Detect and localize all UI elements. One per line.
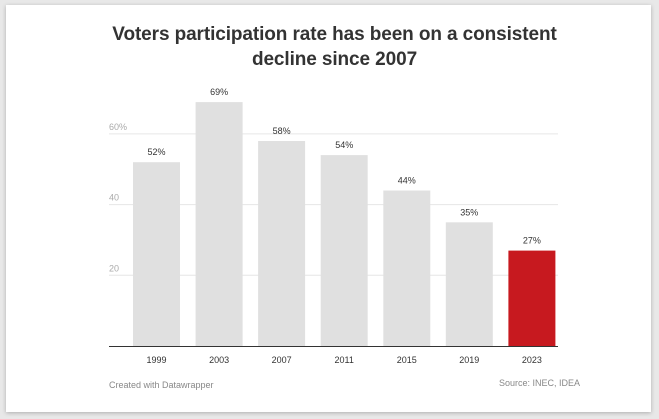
bar-2015 — [383, 190, 431, 346]
value-label-2003: 69% — [210, 87, 228, 97]
x-tick-label-2019: 2019 — [459, 355, 479, 365]
bar-2011 — [320, 155, 368, 346]
bar-2023 — [508, 250, 556, 346]
x-tick-label-2003: 2003 — [209, 355, 229, 365]
x-tick-label-1999: 1999 — [146, 355, 166, 365]
bar-2019 — [445, 222, 493, 346]
x-tick-label-2015: 2015 — [397, 355, 417, 365]
x-axis-ticks: 1999 2003 2007 2011 2015 2019 2023 — [146, 355, 541, 365]
value-label-2023: 27% — [523, 236, 541, 246]
value-label-1999: 52% — [147, 147, 165, 157]
y-tick-label-60: 60% — [109, 122, 127, 132]
bar-2007 — [258, 141, 306, 346]
value-labels: 52% 69% 58% 54% 44% 35% 27% — [147, 87, 540, 246]
bar-1999 — [133, 162, 180, 346]
x-tick-label-2011: 2011 — [335, 355, 354, 365]
value-label-2007: 58% — [273, 126, 291, 136]
y-axis-ticks: 20 40 60% — [109, 122, 127, 273]
chart-title: Voters participation rate has been on a … — [112, 24, 557, 70]
x-tick-label-2023: 2023 — [522, 355, 542, 365]
value-label-2015: 44% — [398, 176, 416, 186]
source-text: Source: INEC, IDEA — [498, 378, 580, 388]
y-tick-label-40: 40 — [109, 193, 119, 203]
value-label-2019: 35% — [460, 207, 478, 217]
value-label-2011: 54% — [335, 140, 353, 150]
bars — [133, 102, 556, 346]
x-tick-label-2007: 2007 — [272, 355, 292, 365]
bar-2003 — [195, 102, 243, 346]
y-tick-label-20: 20 — [109, 263, 119, 273]
credit-text: Created with Datawrapper — [109, 380, 214, 390]
